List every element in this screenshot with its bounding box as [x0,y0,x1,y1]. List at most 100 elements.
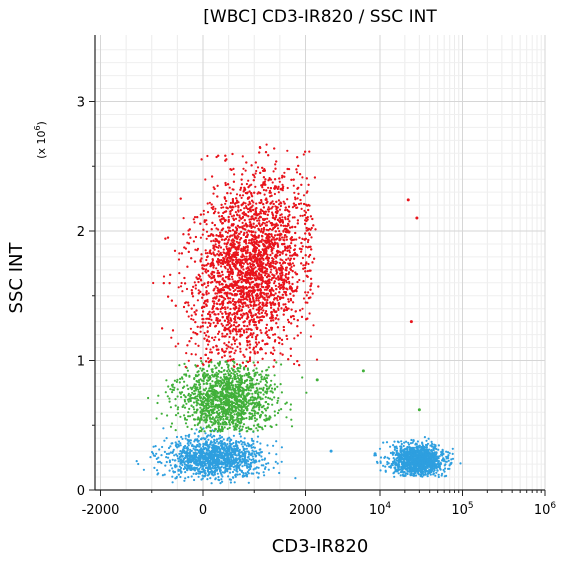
data-point [229,424,231,426]
data-point [195,428,197,430]
data-point [202,477,204,479]
data-point [203,377,205,379]
data-point [225,468,227,470]
data-point [267,406,269,408]
data-point [416,447,418,449]
data-point [259,448,261,450]
data-point [244,464,246,466]
data-point [178,445,180,447]
data-point [210,386,212,388]
data-point [143,469,145,471]
data-point [233,413,235,415]
data-point [244,443,246,445]
data-point [232,422,234,424]
data-point [243,374,245,376]
data-point [210,399,212,401]
data-point [217,376,219,378]
data-point [154,455,156,457]
data-point [402,475,404,477]
data-point [221,390,223,392]
data-point [211,424,213,426]
data-point [387,457,389,459]
data-point [236,402,238,404]
data-point [254,420,256,422]
data-point [225,391,227,393]
data-point [203,407,205,409]
data-point [199,407,201,409]
data-point [175,453,177,455]
data-point [205,467,207,469]
data-point [424,436,426,438]
data-point [177,406,179,408]
data-point [245,417,247,419]
data-point [191,388,193,390]
data-point [216,470,218,472]
data-point [268,403,270,405]
data-point [421,466,423,468]
data-point [250,397,252,399]
data-point [186,384,188,386]
data-point [442,453,444,455]
data-point [247,466,249,468]
data-point [400,455,402,457]
data-point [253,405,255,407]
data-point [245,427,247,429]
data-point [445,475,447,477]
data-point [254,414,256,416]
data-point [184,418,186,420]
data-point [198,468,200,470]
data-point [249,382,251,384]
data-point [237,377,239,379]
data-point [209,375,211,377]
data-point [157,395,159,397]
data-point [245,373,247,375]
data-point [195,396,197,398]
data-point [260,451,262,453]
data-point [256,441,258,443]
data-point [230,418,232,420]
data-point [197,459,199,461]
data-point [251,438,253,440]
data-point [243,368,245,370]
data-point [235,384,237,386]
data-point [273,467,275,469]
data-point [164,451,166,453]
data-point [253,361,255,363]
data-point [215,385,217,387]
data-point [175,414,177,416]
data-point [281,461,283,463]
data-point [242,168,244,170]
data-point [221,367,223,369]
data-point [167,385,169,387]
data-point [256,472,258,474]
data-point [232,378,234,380]
data-point [156,417,158,419]
data-point [185,373,187,375]
data-point [209,390,211,392]
data-point [170,426,172,428]
data-point [232,450,234,452]
data-point [255,367,257,369]
data-point [230,412,232,414]
data-point [243,389,245,391]
data-point [409,448,411,450]
data-point [217,457,219,459]
data-point [245,459,247,461]
data-point [187,459,189,461]
data-point [392,451,394,453]
data-point [211,380,213,382]
data-point [247,460,249,462]
data-point [165,391,167,393]
data-point [263,459,265,461]
data-point [172,470,174,472]
data-point [244,456,246,458]
data-point [184,400,186,402]
data-point [250,463,252,465]
data-point [239,473,241,475]
data-point [252,443,254,445]
data-point [213,430,215,432]
data-point [426,444,428,446]
data-point [242,417,244,419]
data-point [195,412,197,414]
data-point [445,451,447,453]
